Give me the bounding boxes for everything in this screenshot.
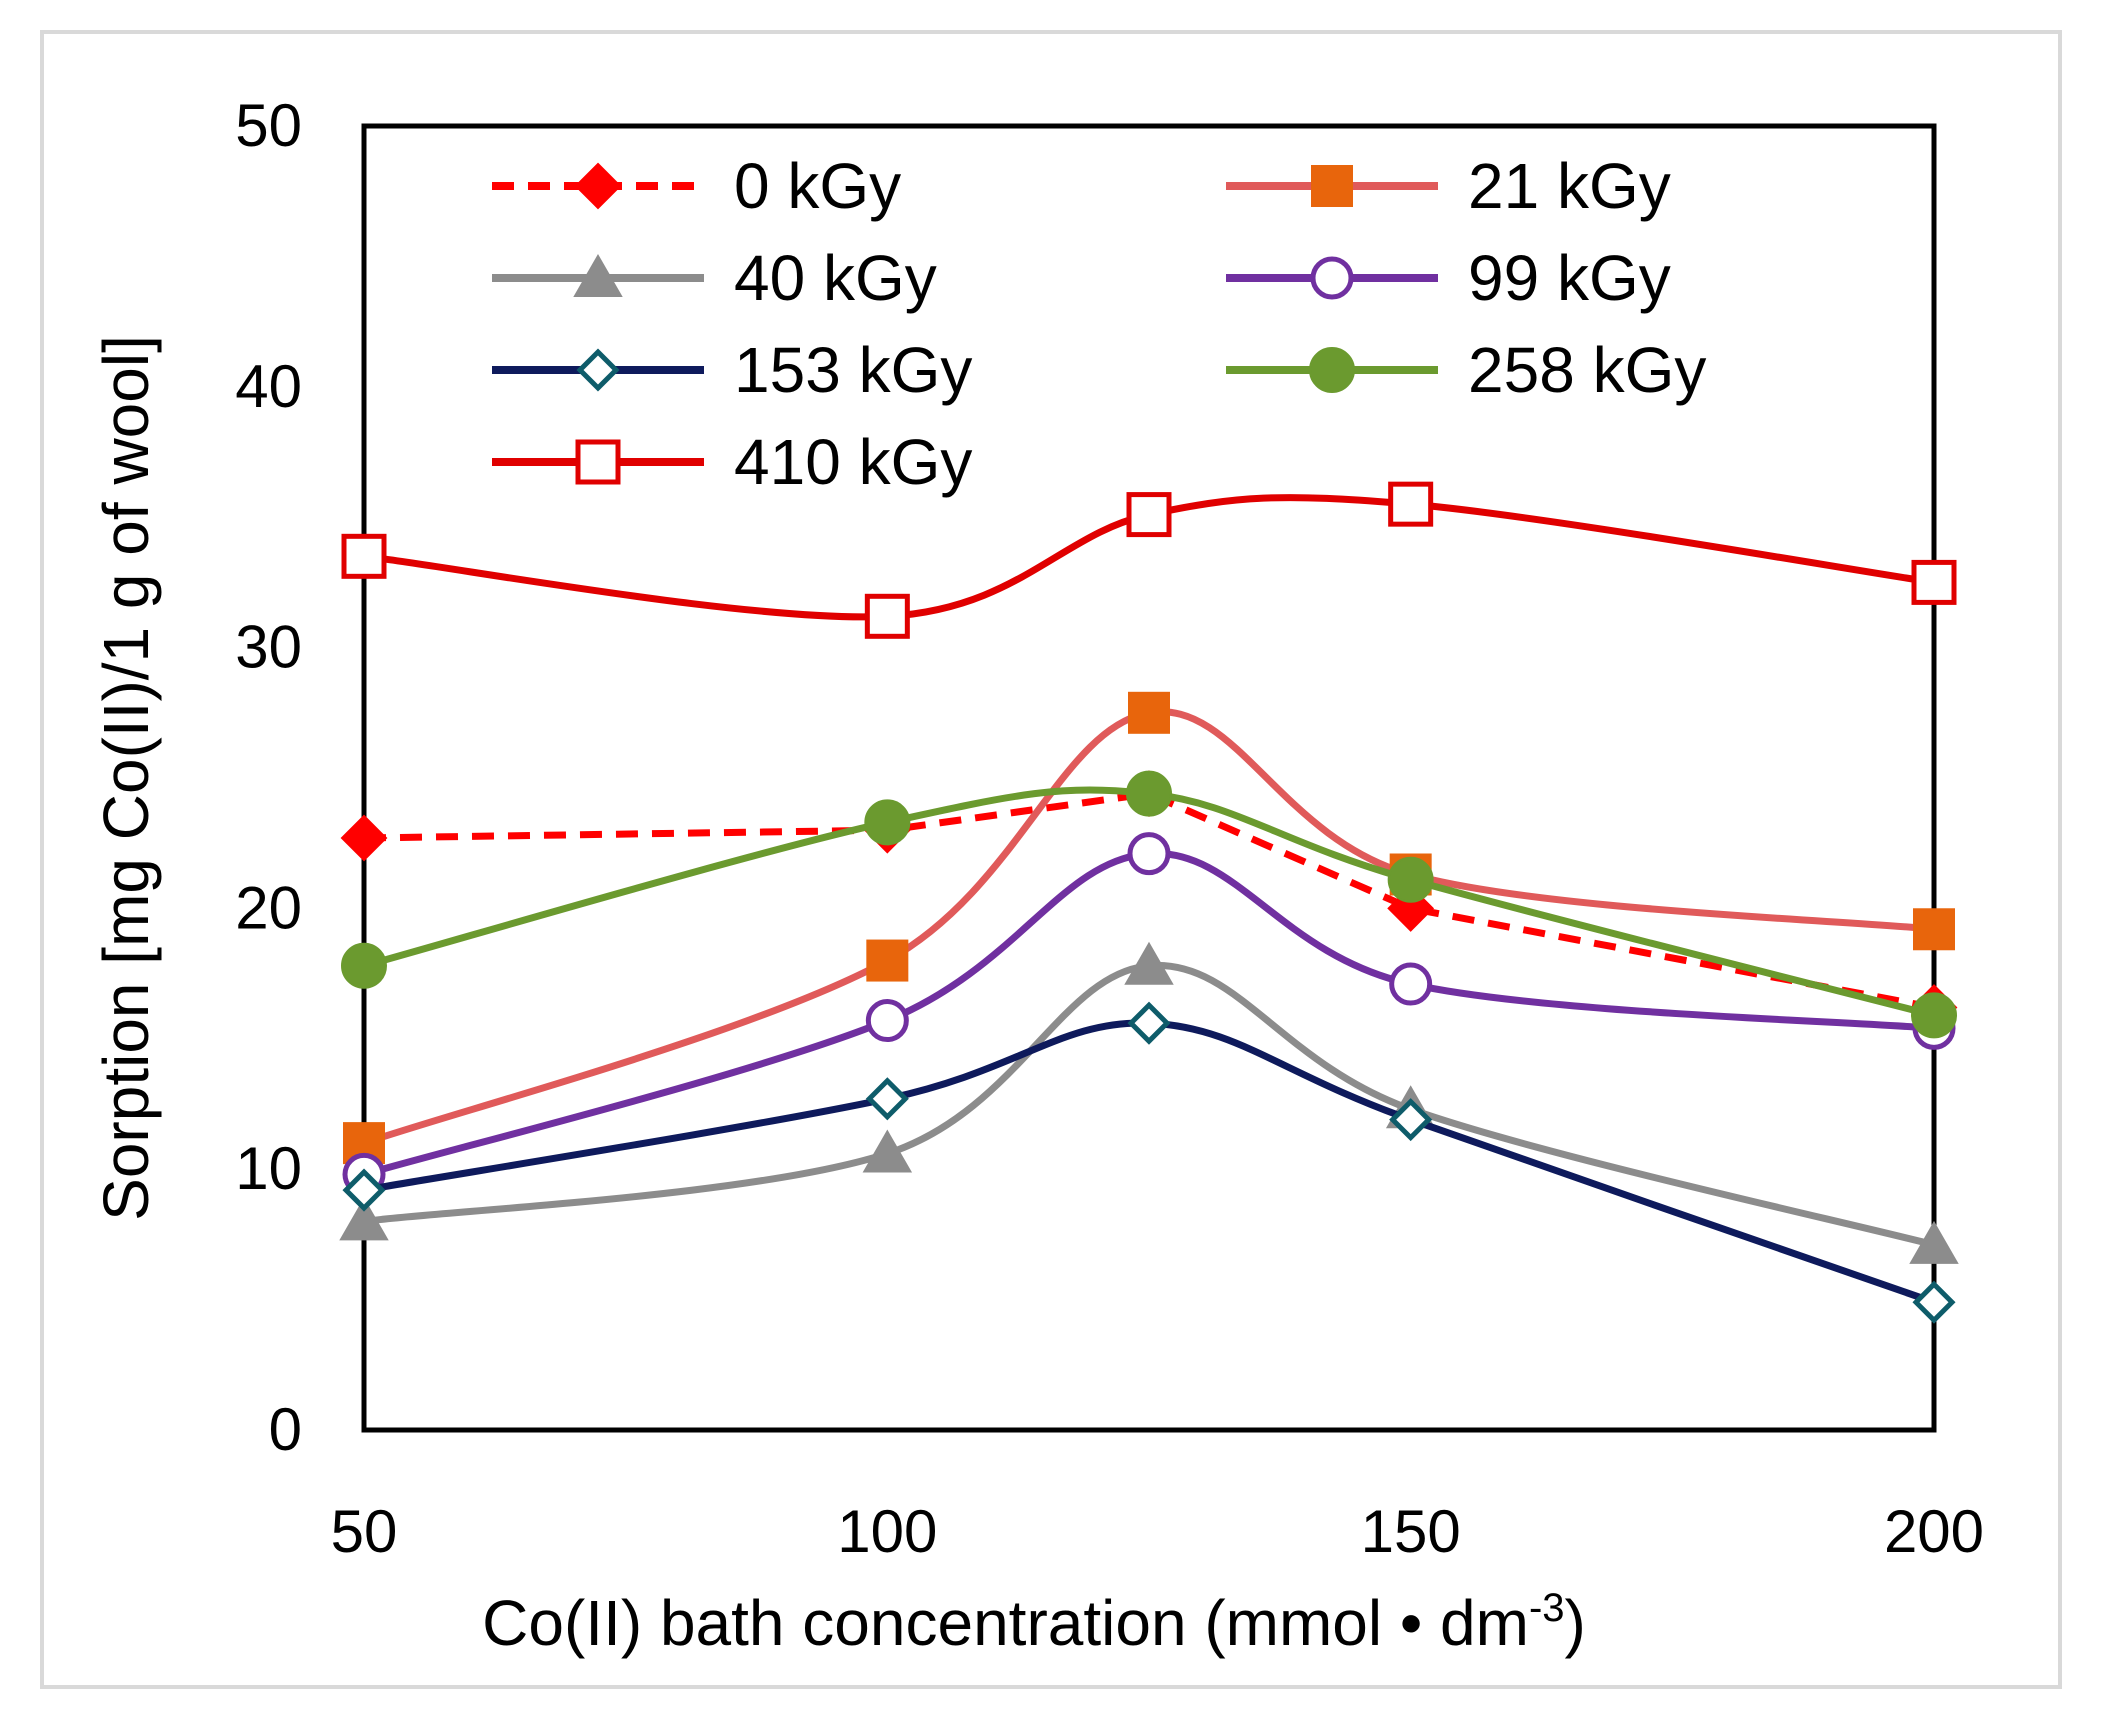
series-layer — [339, 481, 1959, 1324]
series-21-kgy — [343, 691, 1955, 1165]
data-point-21-kgy — [1913, 908, 1955, 951]
y-tick-label: 50 — [235, 92, 302, 159]
data-point-21-kgy — [866, 939, 909, 982]
legend-label: 21 kGy — [1468, 150, 1671, 222]
legend-label: 40 kGy — [734, 242, 937, 314]
legend-label: 153 kGy — [734, 334, 972, 406]
x-tick-label: 100 — [837, 1498, 937, 1565]
data-point-258-kgy — [1126, 770, 1172, 817]
x-axis-title-superscript: -3 — [1529, 1586, 1565, 1630]
data-point-258-kgy — [864, 799, 911, 846]
y-tick-label: 20 — [235, 874, 302, 941]
data-point-153-kgy — [1127, 1001, 1171, 1045]
legend-label: 99 kGy — [1468, 242, 1671, 314]
data-point-21-kgy — [1128, 691, 1170, 734]
data-point-258-kgy — [1387, 856, 1434, 903]
legend-swatch-marker — [574, 162, 622, 210]
data-point-40-kgy — [1909, 1220, 1959, 1264]
legend-item-153-kgy: 153 kGy — [492, 334, 972, 406]
data-point-0-kgy — [340, 814, 388, 862]
series-line-153-kgy — [360, 1019, 1938, 1306]
legend-swatch-marker — [1310, 256, 1354, 300]
data-point-410-kgy — [864, 593, 910, 639]
data-point-153-kgy — [1389, 1098, 1433, 1142]
legend-label: 410 kGy — [734, 426, 972, 498]
legend-label: 0 kGy — [734, 150, 901, 222]
series-40-kgy — [339, 941, 1959, 1264]
legend-item-21-kgy: 21 kGy — [1226, 150, 1671, 222]
data-point-410-kgy — [341, 533, 387, 579]
y-tick-label: 40 — [235, 353, 302, 420]
legend-swatch-marker — [1309, 347, 1355, 393]
legend-swatch-marker — [575, 439, 621, 485]
x-tick-label: 200 — [1884, 1498, 1984, 1565]
data-point-410-kgy — [1126, 492, 1172, 538]
x-axis-title-main: Co(II) bath concentration (mmol • dm — [482, 1587, 1529, 1659]
legend: 0 kGy 21 kGy 40 kGy 99 kGy 153 kGy 258 kGy 410… — [492, 150, 1706, 498]
data-point-153-kgy — [865, 1077, 909, 1121]
data-point-258-kgy — [341, 942, 387, 989]
data-point-153-kgy — [1912, 1280, 1956, 1324]
data-point-40-kgy — [1124, 941, 1174, 985]
data-point-410-kgy — [1911, 559, 1957, 605]
legend-swatch-marker — [1311, 165, 1353, 207]
data-point-99-kgy — [1389, 962, 1433, 1006]
legend-item-410-kgy: 410 kGy — [492, 426, 972, 498]
series-258-kgy — [341, 770, 1957, 1039]
axes-layer: 0 10 20 30 40 50 50 100 150 200 — [235, 92, 1984, 1565]
data-point-410-kgy — [1388, 481, 1434, 527]
y-tick-label: 0 — [269, 1396, 302, 1463]
series-410-kgy — [341, 481, 1957, 639]
x-tick-label: 150 — [1361, 1498, 1461, 1565]
chart-frame — [40, 30, 2062, 1689]
y-axis-title: Sorption [mg Co(II)/1 g of wool] — [90, 335, 162, 1221]
x-axis-title: Co(II) bath concentration (mmol • dm-3) — [482, 1586, 1586, 1659]
y-tick-label: 30 — [235, 614, 302, 681]
data-point-99-kgy — [1127, 832, 1171, 876]
data-point-258-kgy — [1911, 992, 1957, 1039]
x-tick-label: 50 — [331, 1498, 398, 1565]
x-axis-title-suffix: ) — [1565, 1587, 1586, 1659]
legend-item-258-kgy: 258 kGy — [1226, 334, 1706, 406]
legend-item-0-kgy: 0 kGy — [492, 150, 901, 222]
legend-item-40-kgy: 40 kGy — [492, 242, 937, 314]
legend-swatch-marker — [576, 348, 620, 392]
legend-swatch-marker — [573, 253, 623, 297]
data-point-99-kgy — [865, 999, 909, 1043]
data-point-40-kgy — [339, 1197, 389, 1241]
legend-item-99-kgy: 99 kGy — [1226, 242, 1671, 314]
data-point-153-kgy — [342, 1168, 386, 1212]
series-153-kgy — [342, 1001, 1956, 1324]
plot-area-border — [361, 123, 1937, 1433]
data-point-40-kgy — [862, 1129, 913, 1173]
y-tick-label: 10 — [235, 1135, 302, 1202]
legend-label: 258 kGy — [1468, 334, 1706, 406]
